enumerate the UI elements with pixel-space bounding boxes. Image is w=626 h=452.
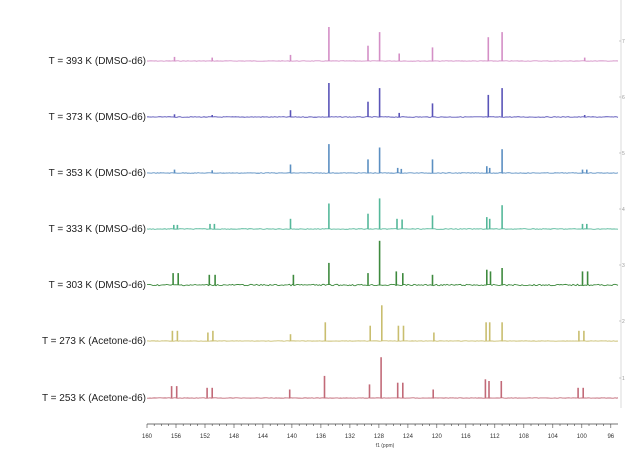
x-tick-label-116: 116 xyxy=(461,434,471,440)
trace-baseline-5 xyxy=(146,283,619,287)
trace-label-3: T = 353 K (DMSO-d6) xyxy=(49,168,146,179)
trace-label-6: T = 273 K (Acetone-d6) xyxy=(42,336,146,347)
trace-label-4: T = 333 K (DMSO-d6) xyxy=(49,224,146,235)
right-axis-label-2: 2 xyxy=(622,319,625,325)
x-tick-label-112: 112 xyxy=(490,434,500,440)
x-tick-label-132: 132 xyxy=(345,434,356,440)
trace-baseline-3 xyxy=(146,172,619,174)
x-tick-label-120: 120 xyxy=(432,434,443,440)
right-axis-label-4: 4 xyxy=(622,207,625,213)
x-tick-label-96: 96 xyxy=(607,434,614,440)
x-tick-label-136: 136 xyxy=(316,434,327,440)
trace-baseline-4 xyxy=(146,228,619,230)
x-tick-label-156: 156 xyxy=(171,434,182,440)
right-axis-label-1: 1 xyxy=(622,376,625,382)
x-tick-label-148: 148 xyxy=(229,434,240,440)
x-tick-label-144: 144 xyxy=(258,434,269,440)
x-tick-label-104: 104 xyxy=(548,434,559,440)
x-tick-label-100: 100 xyxy=(577,434,588,440)
trace-label-2: T = 373 K (DMSO-d6) xyxy=(49,112,146,123)
spectrum-traces xyxy=(146,27,619,399)
right-axis: 7 6 5 4 3 2 1 xyxy=(619,0,625,408)
trace-label-5: T = 303 K (DMSO-d6) xyxy=(49,280,146,291)
x-tick-label-140: 140 xyxy=(287,434,298,440)
trace-baseline-2 xyxy=(146,116,619,118)
x-axis: f1 (ppm) 160 156 152 148 144 140 136 132 128 124 1… xyxy=(142,423,618,449)
x-tick-label-108: 108 xyxy=(519,434,530,440)
x-axis-title: f1 (ppm) xyxy=(376,443,395,449)
trace-label-1: T = 393 K (DMSO-d6) xyxy=(49,56,146,67)
trace-label-7: T = 253 K (Acetone-d6) xyxy=(42,393,146,404)
right-axis-label-7: 7 xyxy=(622,39,625,45)
right-axis-label-3: 3 xyxy=(622,263,625,269)
right-axis-label-6: 6 xyxy=(622,95,625,101)
right-axis-label-5: 5 xyxy=(622,151,625,157)
x-tick-label-128: 128 xyxy=(374,434,385,440)
x-tick-label-124: 124 xyxy=(403,434,414,440)
x-tick-label-160: 160 xyxy=(142,434,153,440)
trace-labels: T = 393 K (DMSO-d6) T = 373 K (DMSO-d6) T … xyxy=(42,56,146,404)
x-tick-label-152: 152 xyxy=(200,434,211,440)
